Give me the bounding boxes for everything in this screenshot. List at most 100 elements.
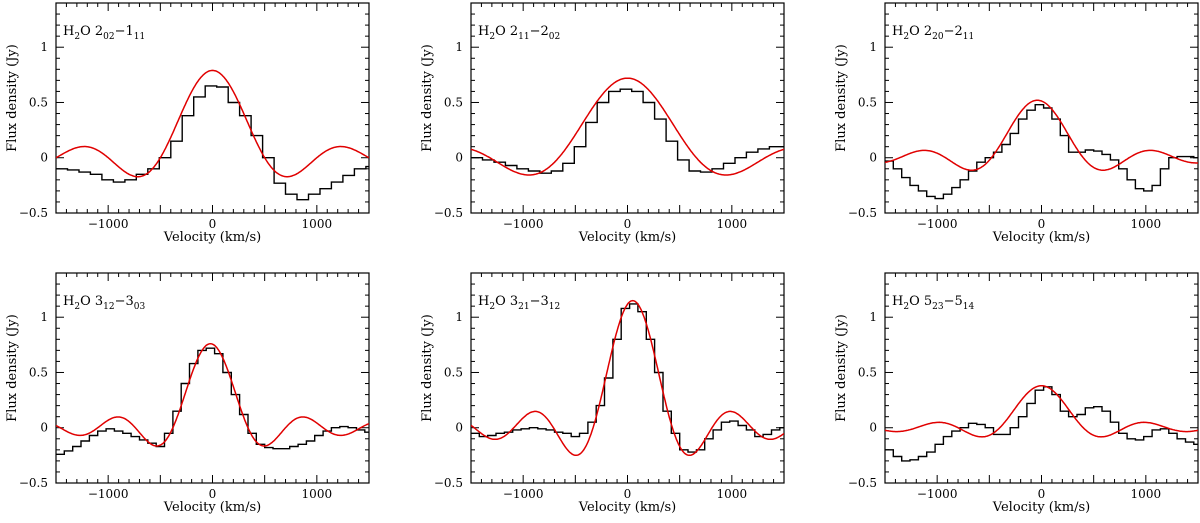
transition-label-sub1: 2 (489, 302, 495, 312)
transition-label-lev1sub: 21 (518, 302, 529, 312)
transition-label-lev2: 5 (955, 294, 963, 309)
y-tick-label: −0.5 (434, 476, 463, 490)
y-axis-label: Flux density (Jy) (420, 44, 435, 152)
x-axis-label: Velocity (km/s) (163, 500, 261, 515)
y-tick-label: 0 (869, 421, 877, 435)
transition-label-sub1: 2 (74, 32, 80, 42)
y-tick-label: 1 (40, 40, 48, 54)
transition-label-lev1sub: 02 (103, 32, 114, 42)
y-axis-label: Flux density (Jy) (834, 44, 849, 152)
transition-label: H2O 220−211 (892, 24, 974, 42)
transition-label-sub1: 2 (74, 302, 80, 312)
transition-label-mol: O (909, 24, 924, 39)
x-tick-label: −1000 (88, 487, 129, 501)
model-fit-line (885, 384, 1198, 438)
y-tick-label: 0.5 (858, 365, 877, 379)
x-axis-label: Velocity (km/s) (992, 500, 1090, 515)
model-fit-line (471, 299, 784, 457)
transition-label: H2O 312−303 (63, 294, 146, 312)
panel-1: −1000 0 1000 −0.5 0 0.5 1 Velocity (km/s) Flux d… (5, 2, 370, 245)
x-tick-label: 0 (209, 487, 217, 501)
y-tick-label: −0.5 (848, 206, 877, 220)
y-tick-label: 0.5 (29, 95, 48, 109)
y-tick-label: 1 (455, 40, 463, 54)
observed-spectrum-line (56, 85, 369, 201)
x-tick-label: 1000 (717, 217, 748, 231)
x-tick-label: −1000 (503, 217, 544, 231)
transition-label-sub1: 2 (903, 302, 909, 312)
x-tick-label: 0 (624, 217, 632, 231)
model-fit-line (56, 69, 369, 178)
y-tick-label: 0 (40, 151, 48, 165)
model-fit-line (471, 77, 784, 176)
transition-label-lev2sub: 11 (134, 32, 145, 42)
transition-label-dash: − (530, 294, 541, 309)
transition-label-dash: − (115, 294, 126, 309)
transition-label-mol: O (80, 24, 95, 39)
x-tick-label: 1000 (717, 487, 748, 501)
y-tick-label: −0.5 (19, 206, 48, 220)
transition-label-mol: O (495, 24, 510, 39)
transition-label-lev2sub: 11 (963, 32, 974, 42)
transition-label-lev2sub: 03 (134, 302, 146, 312)
x-tick-label: 0 (1038, 217, 1046, 231)
y-tick-label: 0 (869, 151, 877, 165)
x-tick-label: −1000 (917, 217, 958, 231)
transition-label-dash: − (944, 294, 955, 309)
transition-label-species: H (63, 24, 74, 39)
y-tick-label: 0.5 (858, 95, 877, 109)
y-tick-label: 1 (455, 310, 463, 324)
y-axis-label: Flux density (Jy) (5, 314, 20, 422)
transition-label-sub1: 2 (489, 32, 495, 42)
transition-label-mol: O (80, 294, 95, 309)
transition-label-sub1: 2 (903, 32, 909, 42)
x-tick-label: 0 (1038, 487, 1046, 501)
transition-label-lev1: 2 (510, 24, 518, 39)
y-tick-label: 0 (455, 151, 463, 165)
transition-label: H2O 523−514 (892, 294, 975, 312)
transition-label-lev1sub: 12 (103, 302, 114, 312)
y-tick-label: 1 (869, 40, 877, 54)
y-tick-label: 0.5 (444, 95, 463, 109)
transition-label-species: H (892, 294, 903, 309)
y-tick-label: 1 (40, 310, 48, 324)
panel-5: −1000 0 1000 −0.5 0 0.5 1 Velocity (km/s) Flux d… (420, 272, 785, 515)
transition-label-lev2: 2 (541, 24, 549, 39)
transition-label-lev1: 2 (924, 24, 932, 39)
y-tick-label: −0.5 (19, 476, 48, 490)
transition-label: H2O 211−202 (478, 24, 560, 42)
x-axis-label: Velocity (km/s) (992, 230, 1090, 245)
y-axis-label: Flux density (Jy) (834, 314, 849, 422)
x-axis-label: Velocity (km/s) (578, 230, 676, 245)
transition-label-lev2: 3 (126, 294, 134, 309)
x-tick-label: 0 (209, 217, 217, 231)
panel-2: −1000 0 1000 −0.5 0 0.5 1 Velocity (km/s) Flux d… (420, 2, 785, 245)
y-tick-label: −0.5 (434, 206, 463, 220)
transition-label-lev1sub: 11 (518, 32, 529, 42)
transition-label-dash: − (944, 24, 955, 39)
transition-label-mol: O (495, 294, 510, 309)
observed-spectrum-line (56, 347, 369, 455)
y-tick-label: 1 (869, 310, 877, 324)
transition-label-dash: − (530, 24, 541, 39)
model-fit-line (56, 342, 369, 447)
x-axis-label: Velocity (km/s) (578, 500, 676, 515)
transition-label-lev1: 5 (924, 294, 932, 309)
observed-spectrum-line (885, 386, 1198, 462)
model-fit-line (885, 99, 1198, 171)
y-tick-label: 0.5 (444, 365, 463, 379)
transition-label-lev1sub: 20 (932, 32, 944, 42)
x-tick-label: 1000 (1131, 487, 1162, 501)
observed-spectrum-line (885, 104, 1198, 200)
transition-label-species: H (478, 24, 489, 39)
transition-label-species: H (478, 294, 489, 309)
x-tick-label: 0 (624, 487, 632, 501)
transition-label-species: H (892, 24, 903, 39)
transition-label-lev2sub: 12 (549, 302, 560, 312)
transition-label: H2O 202−111 (63, 24, 145, 42)
observed-spectrum-line (471, 303, 784, 453)
transition-label-dash: − (115, 24, 126, 39)
y-axis-label: Flux density (Jy) (420, 314, 435, 422)
y-tick-label: −0.5 (848, 476, 877, 490)
transition-label-lev2: 3 (541, 294, 549, 309)
